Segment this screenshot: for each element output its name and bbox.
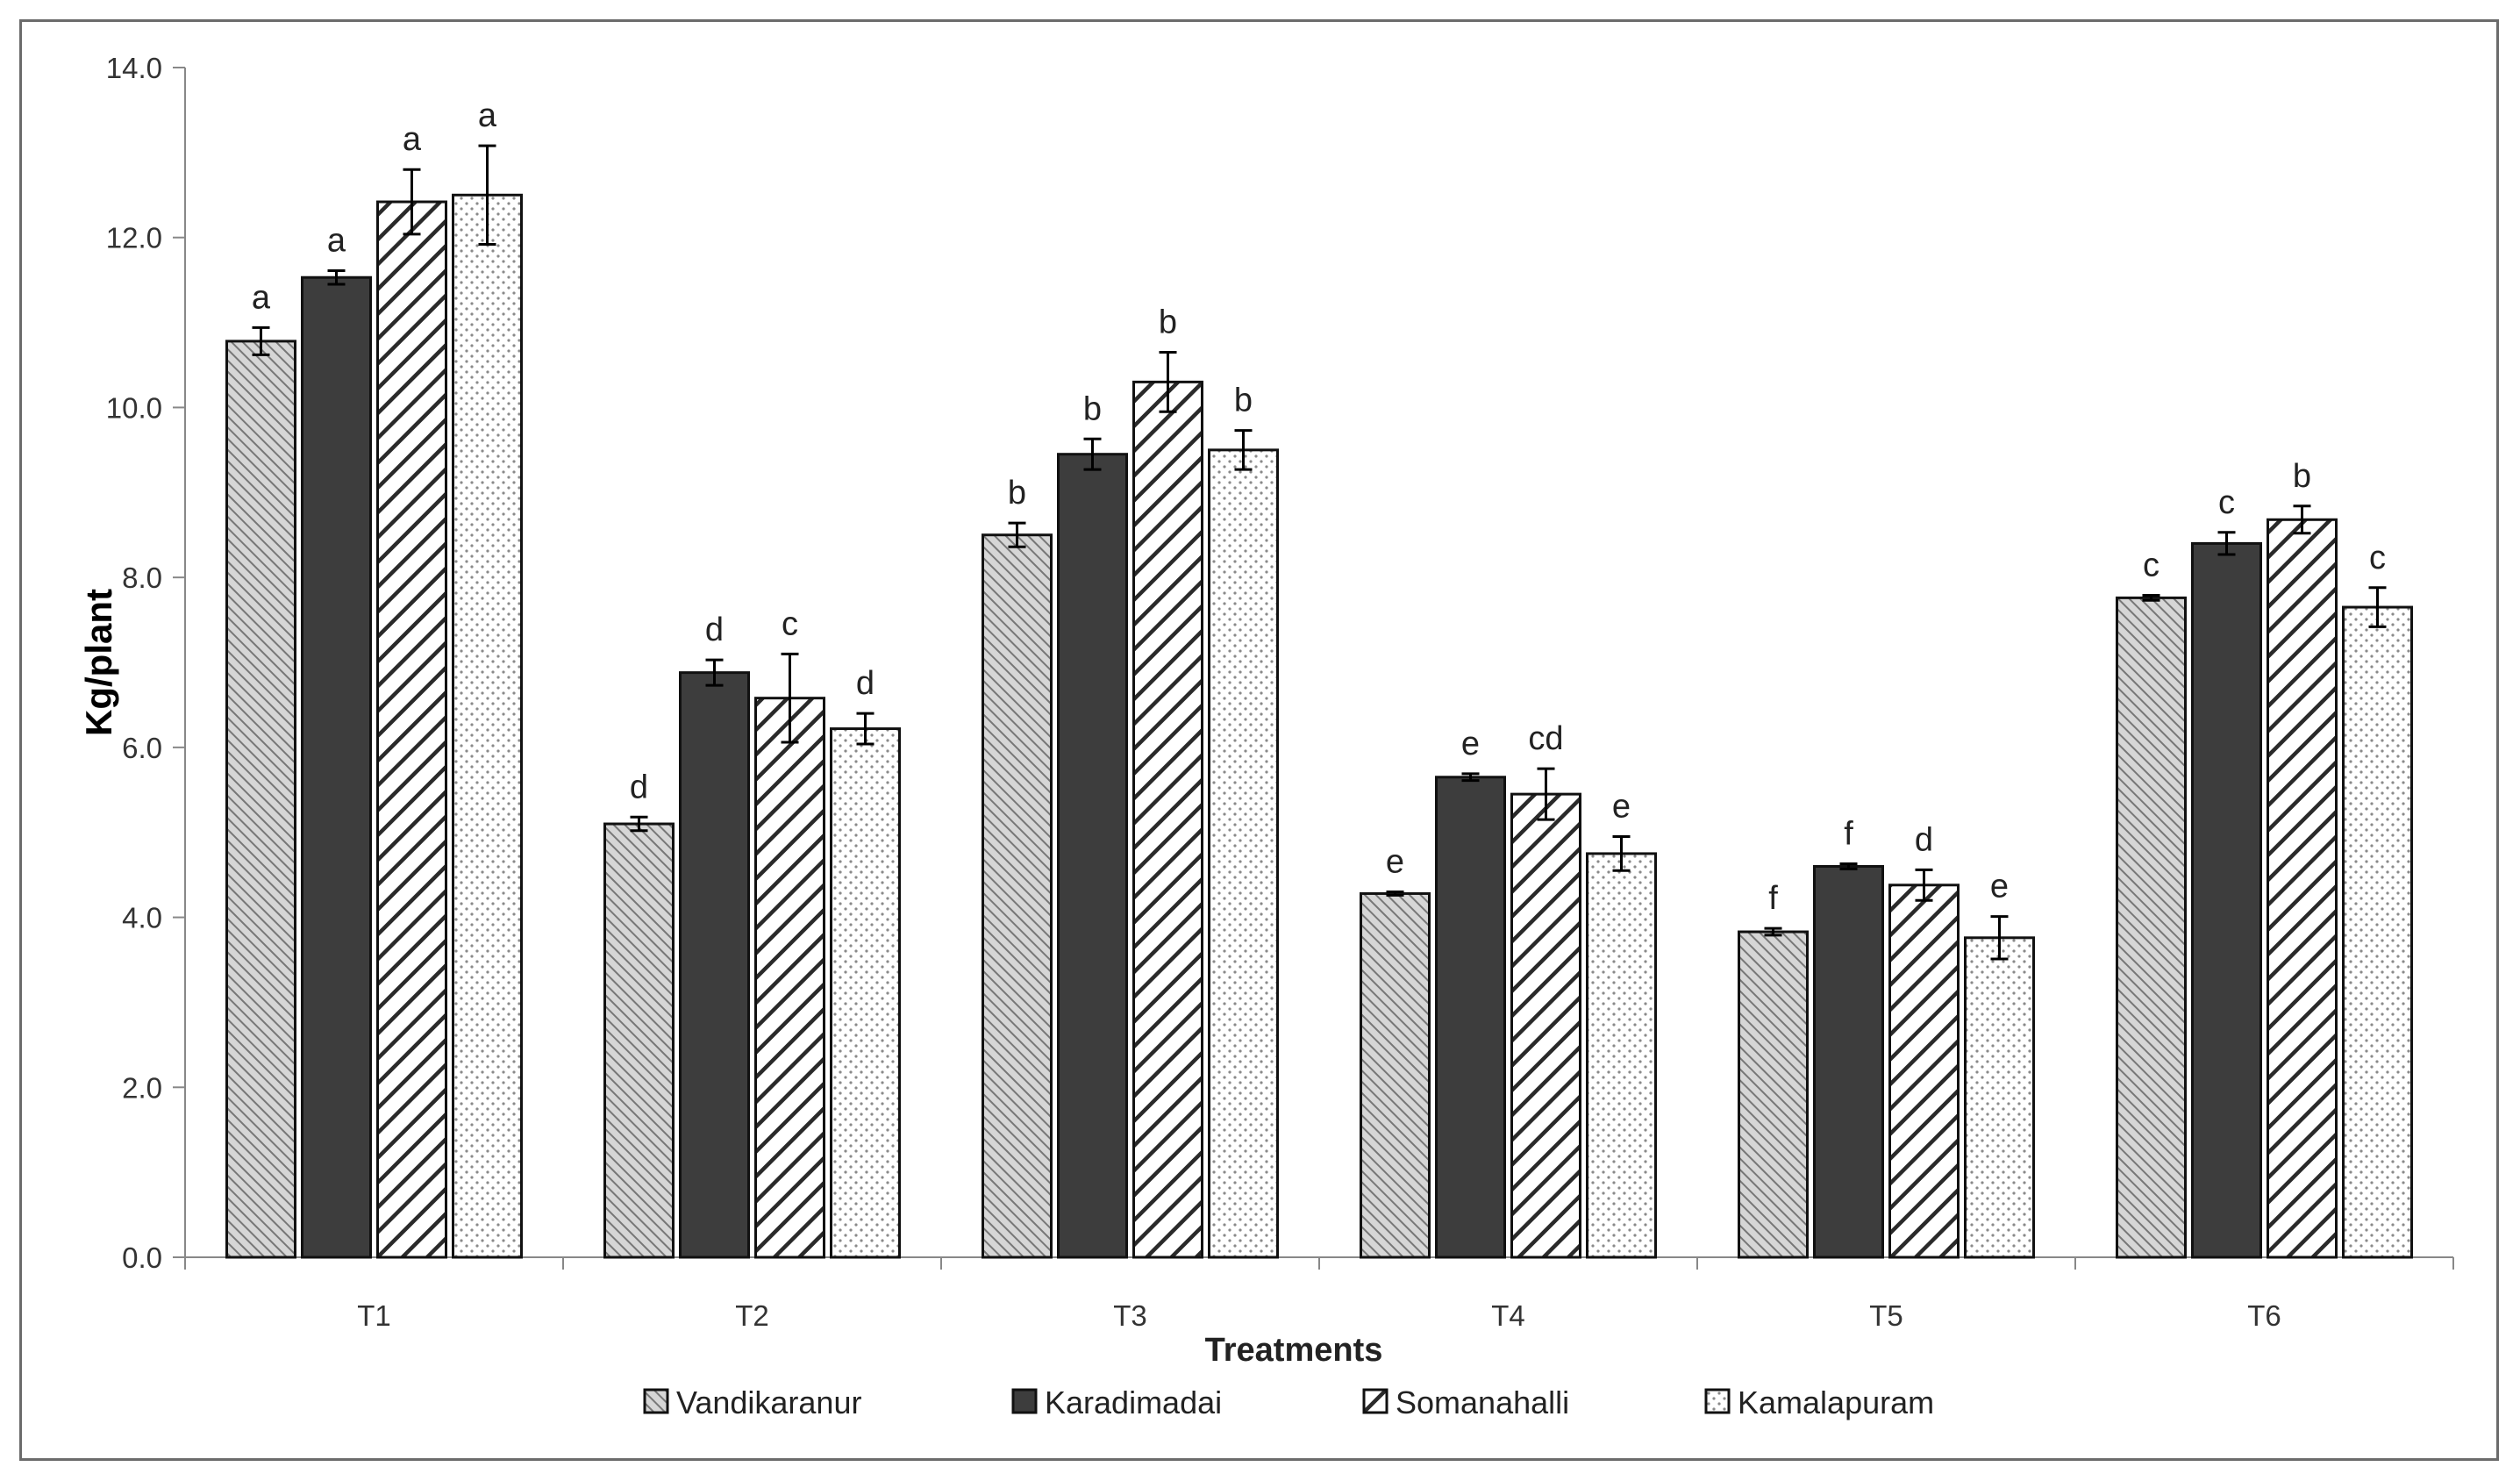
y-tick-label: 6.0 xyxy=(122,732,162,764)
legend-swatch-karadimadai xyxy=(1011,1388,1038,1414)
x-tick-label: T3 xyxy=(1113,1299,1147,1332)
bar-series-group xyxy=(225,193,2413,1259)
x-tick-label: T2 xyxy=(735,1299,769,1332)
bar-kamalapuram-t2 xyxy=(830,727,901,1259)
bar-somanahalli-t3 xyxy=(1132,380,1203,1259)
significance-letter: a xyxy=(327,222,346,259)
significance-letter: b xyxy=(1159,304,1177,340)
bar-vandikaranur-t3 xyxy=(982,533,1053,1259)
significance-letter: a xyxy=(252,279,271,316)
bar-karadimadai-t3 xyxy=(1057,453,1128,1259)
y-tick-label: 12.0 xyxy=(106,222,162,254)
significance-letter: f xyxy=(1844,816,1853,853)
y-tick-label: 14.0 xyxy=(106,52,162,84)
significance-letter: b xyxy=(2293,458,2311,495)
significance-letter: c xyxy=(2143,547,2159,583)
bar-kamalapuram-t5 xyxy=(1964,936,2035,1259)
bar-somanahalli-t6 xyxy=(2267,518,2338,1259)
x-tick-label: T4 xyxy=(1491,1299,1525,1332)
legend-swatch-vandikaranur xyxy=(643,1388,669,1414)
y-tick-label: 8.0 xyxy=(122,562,162,594)
significance-letter: d xyxy=(630,769,648,805)
significance-letter: c xyxy=(2218,484,2235,521)
bar-kamalapuram-t3 xyxy=(1208,448,1279,1259)
error-bars-group xyxy=(252,144,2387,961)
bar-somanahalli-t1 xyxy=(376,200,447,1259)
significance-letter: d xyxy=(1915,821,1933,858)
bar-vandikaranur-t5 xyxy=(1738,930,1809,1259)
significance-letter: a xyxy=(478,97,497,134)
significance-letter: f xyxy=(1768,880,1778,917)
significance-letter: e xyxy=(1990,869,2009,905)
legend-swatch-somanahalli xyxy=(1362,1388,1388,1414)
bar-karadimadai-t2 xyxy=(679,671,750,1259)
bar-kamalapuram-t6 xyxy=(2342,605,2413,1259)
bar-karadimadai-t4 xyxy=(1435,776,1506,1259)
significance-letter: c xyxy=(782,605,798,642)
y-tick-label: 0.0 xyxy=(122,1241,162,1274)
bar-vandikaranur-t6 xyxy=(2116,596,2187,1259)
y-axis-ticks: 0.0 2.0 4.0 6.0 8.0 10.0 12.0 14.0 xyxy=(106,52,185,1274)
legend-label-kamalapuram: Kamalapuram xyxy=(1738,1384,1934,1420)
bar-kamalapuram-t4 xyxy=(1586,852,1657,1259)
chart-frame: 0.0 2.0 4.0 6.0 8.0 10.0 12.0 14.0 T1 T2 T3 T4 T5 T6… xyxy=(19,19,2499,1461)
bar-kamalapuram-t1 xyxy=(452,193,523,1259)
significance-letter: a xyxy=(403,121,422,158)
legend-label-vandikaranur: Vandikaranur xyxy=(676,1384,861,1420)
bar-somanahalli-t2 xyxy=(754,697,825,1259)
bar-somanahalli-t4 xyxy=(1510,792,1581,1259)
legend-label-somanahalli: Somanahalli xyxy=(1396,1384,1569,1420)
significance-letter: b xyxy=(1234,383,1253,419)
bar-vandikaranur-t1 xyxy=(225,340,296,1259)
y-tick-label: 4.0 xyxy=(122,902,162,934)
y-tick-label: 2.0 xyxy=(122,1071,162,1104)
legend-label-karadimadai: Karadimadai xyxy=(1045,1384,1222,1420)
x-tick-label: T5 xyxy=(1869,1299,1903,1332)
bar-karadimadai-t5 xyxy=(1813,864,1884,1259)
significance-letter: e xyxy=(1386,844,1404,881)
bar-karadimadai-t1 xyxy=(301,275,372,1259)
bar-chart: 0.0 2.0 4.0 6.0 8.0 10.0 12.0 14.0 T1 T2 T3 T4 T5 T6… xyxy=(78,52,2454,1420)
y-tick-label: 10.0 xyxy=(106,391,162,424)
significance-letter: d xyxy=(705,612,724,648)
x-axis-ticks: T1 T2 T3 T4 T5 T6 xyxy=(184,1257,2454,1332)
significance-letter: b xyxy=(1008,475,1026,512)
bar-vandikaranur-t2 xyxy=(603,822,675,1259)
x-tick-label: T6 xyxy=(2247,1299,2281,1332)
bar-karadimadai-t6 xyxy=(2191,541,2262,1259)
significance-letter: e xyxy=(1612,789,1631,826)
x-axis-label: Treatments xyxy=(1205,1332,1383,1369)
significance-letter: e xyxy=(1461,726,1480,762)
y-axis-label: Kg/plant xyxy=(78,589,119,736)
significance-letter: cd xyxy=(1528,720,1563,757)
significance-letter: b xyxy=(1083,390,1102,427)
bar-somanahalli-t5 xyxy=(1888,884,1960,1259)
significance-letters-group: a d b e f c a d b e f c a c b cd d b a d b e e c xyxy=(252,97,2386,917)
significance-letter: d xyxy=(856,665,875,702)
significance-letter: c xyxy=(2369,540,2386,576)
legend-swatch-kamalapuram xyxy=(1704,1388,1731,1414)
chart-legend: Vandikaranur Karadimadai Somanahalli Kamala… xyxy=(643,1384,1934,1420)
x-tick-label: T1 xyxy=(357,1299,391,1332)
bar-vandikaranur-t4 xyxy=(1360,891,1431,1259)
